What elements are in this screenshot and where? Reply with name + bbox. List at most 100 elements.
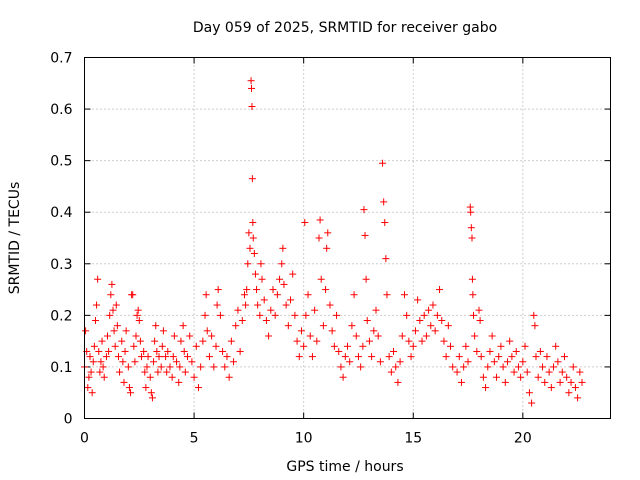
- data-point: [501, 378, 509, 386]
- data-point: [324, 229, 332, 237]
- data-points: [81, 77, 586, 407]
- data-point: [245, 229, 253, 237]
- data-point: [181, 368, 189, 376]
- data-point: [230, 358, 238, 366]
- data-point: [250, 249, 258, 257]
- data-point: [578, 378, 586, 386]
- data-point: [440, 337, 448, 345]
- data-point: [107, 291, 115, 299]
- data-point: [258, 275, 266, 283]
- data-point: [387, 368, 395, 376]
- data-point: [323, 244, 331, 252]
- grid-lines: [84, 57, 611, 419]
- data-point: [565, 389, 573, 397]
- data-point: [146, 373, 154, 381]
- data-point: [132, 332, 140, 340]
- data-point: [105, 347, 113, 355]
- data-point: [460, 363, 468, 371]
- data-point: [545, 368, 553, 376]
- data-point: [488, 332, 496, 340]
- data-point: [556, 378, 564, 386]
- data-point: [216, 311, 224, 319]
- data-point: [326, 301, 334, 309]
- data-point: [457, 378, 465, 386]
- x-axis-label: GPS time / hours: [286, 459, 403, 475]
- data-point: [482, 384, 490, 392]
- data-point: [166, 363, 174, 371]
- data-point: [503, 358, 511, 366]
- data-point: [554, 358, 562, 366]
- data-point: [383, 291, 391, 299]
- data-point: [293, 337, 301, 345]
- data-point: [110, 327, 118, 335]
- data-point: [238, 317, 246, 325]
- data-point: [409, 342, 417, 350]
- data-point: [444, 322, 452, 330]
- data-point: [90, 342, 98, 350]
- x-tick-label: 15: [404, 431, 422, 447]
- data-point: [416, 317, 424, 325]
- data-point: [295, 353, 303, 361]
- data-point: [243, 286, 251, 294]
- data-point: [192, 342, 200, 350]
- data-point: [394, 378, 402, 386]
- data-point: [109, 306, 117, 314]
- data-point: [210, 363, 218, 371]
- data-point: [121, 347, 129, 355]
- data-point: [176, 363, 184, 371]
- data-point: [333, 311, 341, 319]
- data-point: [140, 347, 148, 355]
- data-point: [262, 317, 270, 325]
- data-point: [253, 286, 261, 294]
- data-point: [313, 337, 321, 345]
- data-point: [308, 353, 316, 361]
- data-point: [271, 311, 279, 319]
- data-point: [506, 337, 514, 345]
- data-point: [159, 327, 167, 335]
- data-point: [576, 368, 584, 376]
- data-point: [89, 358, 97, 366]
- data-point: [124, 363, 132, 371]
- data-point: [473, 347, 481, 355]
- data-point: [100, 373, 108, 381]
- y-tick-label: 0.2: [50, 308, 72, 324]
- data-point: [560, 353, 568, 361]
- data-point: [102, 353, 110, 361]
- data-point: [382, 255, 390, 263]
- data-point: [403, 311, 411, 319]
- data-point: [330, 342, 338, 350]
- data-point: [427, 322, 435, 330]
- data-point: [359, 342, 367, 350]
- data-point: [563, 373, 571, 381]
- y-tick-label: 0: [64, 412, 73, 428]
- data-point: [267, 306, 275, 314]
- data-point: [411, 327, 419, 335]
- data-point: [194, 384, 202, 392]
- data-point: [525, 389, 533, 397]
- data-point: [547, 384, 555, 392]
- data-point: [449, 363, 457, 371]
- data-point: [162, 353, 170, 361]
- data-point: [438, 317, 446, 325]
- data-point: [354, 353, 362, 361]
- data-point: [234, 306, 242, 314]
- data-point: [144, 353, 152, 361]
- data-point: [447, 342, 455, 350]
- data-point: [287, 296, 295, 304]
- data-point: [177, 337, 185, 345]
- data-point: [213, 301, 221, 309]
- data-point: [98, 337, 106, 345]
- data-point: [244, 260, 252, 268]
- data-point: [280, 280, 288, 288]
- data-point: [257, 260, 265, 268]
- data-point: [248, 84, 256, 92]
- chart-title: Day 059 of 2025, SRMTID for receiver gab…: [193, 20, 497, 36]
- data-point: [512, 347, 520, 355]
- data-point: [97, 358, 105, 366]
- data-point: [469, 291, 477, 299]
- data-point: [125, 384, 133, 392]
- data-point: [134, 306, 142, 314]
- data-point: [365, 337, 373, 345]
- data-point: [158, 342, 166, 350]
